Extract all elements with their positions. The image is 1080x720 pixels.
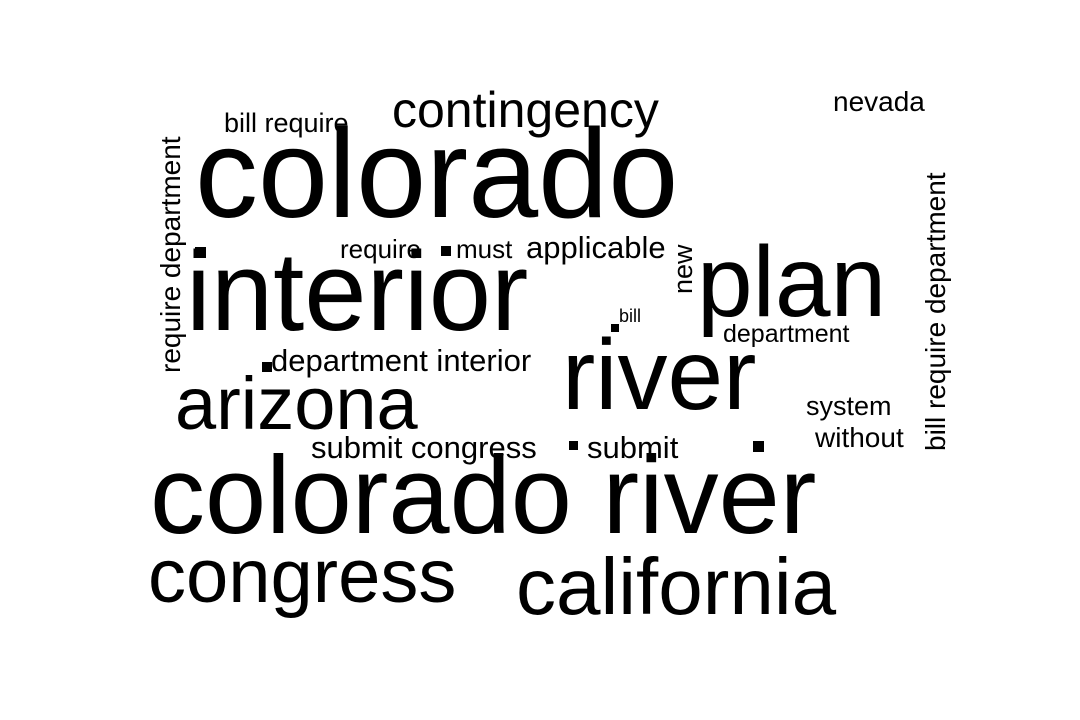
word-submit: submit (587, 430, 679, 465)
word-colorado-river: colorado river (150, 434, 817, 557)
word-department: department (723, 320, 850, 348)
word-contingency: contingency (392, 82, 659, 138)
speck (441, 246, 451, 256)
word-arizona: arizona (175, 362, 418, 445)
word-congress: congress (148, 534, 457, 619)
word-submit-congress: submit congress (311, 430, 537, 465)
word-must: must (456, 234, 513, 264)
word-new: new (668, 244, 698, 294)
speck (262, 362, 272, 372)
speck (195, 247, 206, 258)
word-plan: plan (697, 226, 887, 338)
word-bill-require-department: bill require department (920, 172, 951, 451)
word-river: river (562, 319, 757, 431)
word-system: system (806, 391, 892, 421)
word-interior: interior (186, 229, 529, 354)
word-department-interior: department interior (271, 343, 532, 378)
word-bill-require: bill require (224, 108, 349, 138)
speck (753, 441, 764, 452)
word-require: require (340, 234, 421, 264)
word-colorado: colorado (195, 103, 679, 244)
word-california: california (516, 542, 837, 631)
word-require-department: require department (155, 136, 186, 373)
speck (611, 324, 619, 332)
word-applicable: applicable (526, 230, 666, 265)
word-bill: bill (619, 306, 642, 326)
word-without: without (815, 422, 904, 453)
speck (569, 441, 578, 450)
word-nevada: nevada (833, 86, 925, 117)
